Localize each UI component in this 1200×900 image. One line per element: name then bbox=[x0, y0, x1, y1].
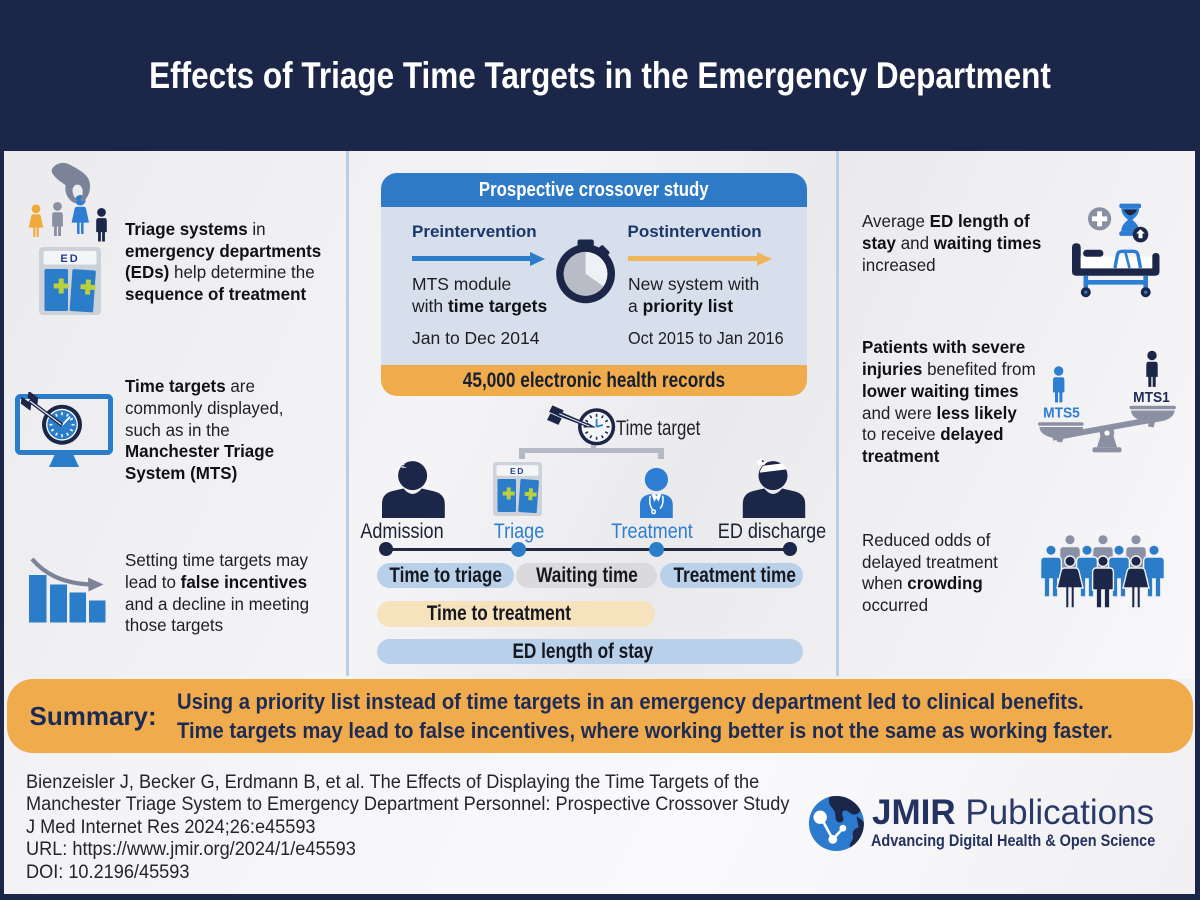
svg-text:ED: ED bbox=[510, 466, 525, 476]
svg-text:MTS5: MTS5 bbox=[1043, 404, 1080, 420]
svg-text:MTS1: MTS1 bbox=[1133, 389, 1170, 405]
svg-text:ED: ED bbox=[60, 253, 79, 265]
